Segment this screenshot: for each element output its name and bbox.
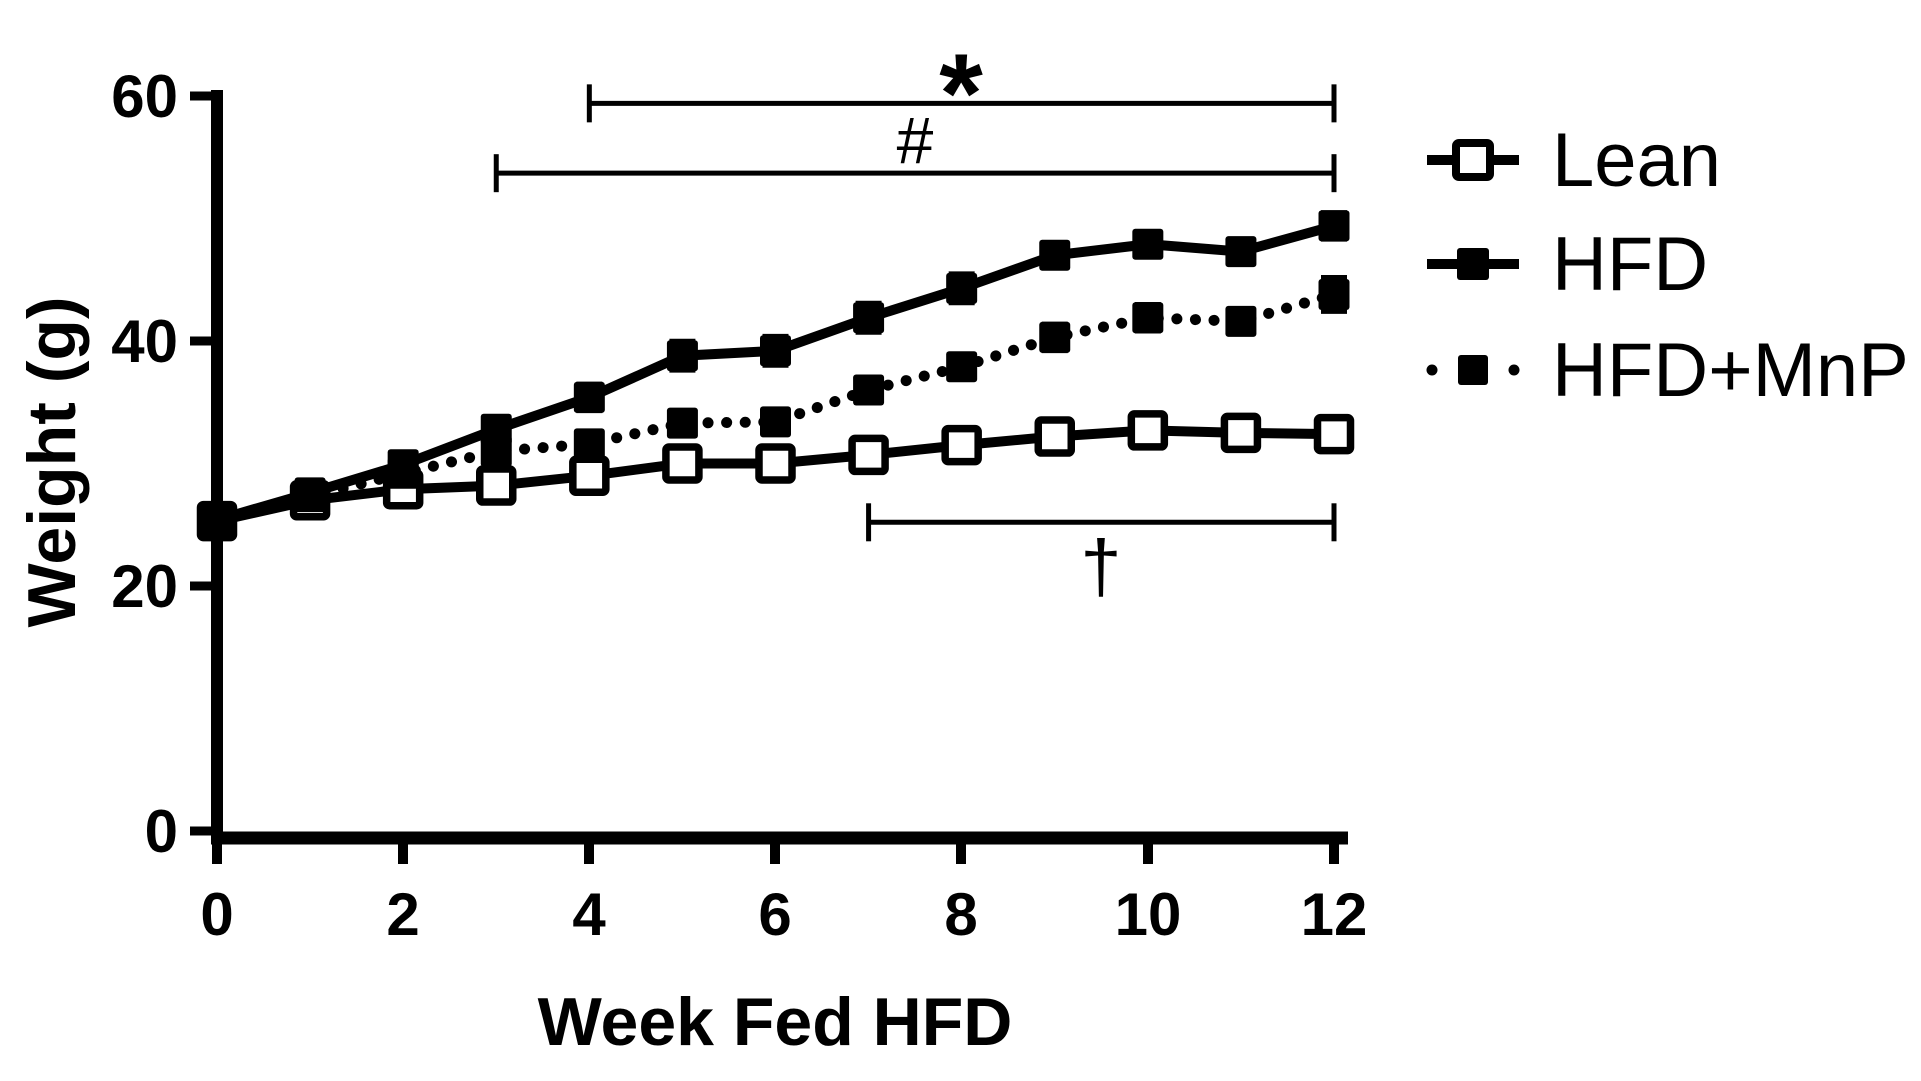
series-lean (196, 410, 1355, 542)
dotted-line-sample-dot (1426, 364, 1438, 376)
marker-filled-square (387, 457, 419, 489)
y-tick-label: 20 (111, 553, 178, 620)
significance-bracket (493, 154, 1337, 193)
filled-square-marker-icon (1457, 248, 1489, 280)
marker-filled-square (1039, 239, 1071, 271)
marker-filled-square (760, 335, 791, 367)
marker-filled-square (946, 272, 978, 304)
x-axis-title: Week Fed HFD (538, 984, 1013, 1060)
data-series (196, 210, 1355, 542)
y-axis: 0 20 40 60 (111, 63, 223, 865)
significance-symbol-dagger: † (1080, 525, 1121, 608)
significance-bracket (866, 503, 1337, 542)
legend-label-hfd: HFD (1552, 222, 1708, 307)
marker-open-square (1034, 416, 1075, 457)
open-square-marker-icon (1452, 139, 1494, 181)
y-tick-label: 40 (111, 308, 178, 375)
marker-open-square (755, 443, 796, 484)
marker-filled-square (1318, 278, 1350, 310)
marker-filled-square (853, 302, 885, 334)
series-hfd-mnp (201, 275, 1350, 537)
marker-filled-square (1225, 236, 1257, 268)
marker-filled-square (573, 428, 605, 460)
series-hfd (201, 210, 1350, 536)
x-tick-label: 4 (572, 881, 606, 948)
y-tick-label: 60 (111, 63, 178, 130)
marker-open-square (941, 424, 982, 466)
significance-bracket (586, 84, 1337, 123)
x-tick-label: 8 (944, 881, 977, 948)
marker-filled-square (573, 381, 605, 413)
marker-open-square (569, 455, 610, 496)
marker-open-square (1313, 413, 1355, 455)
significance-brackets (493, 84, 1337, 542)
significance-symbol-hash: # (897, 103, 934, 177)
marker-open-square (848, 434, 889, 476)
marker-filled-square (480, 435, 512, 467)
marker-filled-square (1225, 305, 1257, 337)
marker-filled-square (201, 505, 233, 537)
y-tick-label: 0 (145, 798, 178, 865)
x-axis: 0 2 4 6 8 10 12 (200, 831, 1368, 948)
marker-open-square (662, 443, 703, 484)
marker-open-square (1127, 410, 1169, 451)
marker-filled-square (760, 406, 791, 438)
legend-label-hfd-mnp: HFD+MnP (1552, 328, 1909, 413)
dotted-line-sample-dot (1508, 364, 1520, 376)
marker-filled-square (1132, 302, 1164, 334)
legend-item-lean: Lean (1427, 118, 1721, 203)
x-tick-label: 10 (1115, 881, 1182, 948)
x-tick-label: 6 (758, 881, 791, 948)
marker-filled-square (853, 374, 885, 406)
marker-filled-square (1318, 210, 1350, 242)
marker-filled-square (666, 340, 698, 372)
legend: Lean HFD HFD+MnP (1426, 118, 1909, 413)
marker-filled-square (946, 351, 978, 383)
legend-label-lean: Lean (1552, 118, 1721, 203)
legend-item-hfd-mnp: HFD+MnP (1426, 328, 1909, 413)
marker-open-square (1220, 412, 1262, 454)
x-tick-label: 2 (386, 881, 419, 948)
marker-filled-square (1039, 321, 1071, 353)
marker-filled-square (294, 481, 326, 513)
marker-open-square (476, 465, 517, 506)
x-tick-label: 0 (200, 881, 233, 948)
x-tick-label: 12 (1301, 881, 1368, 948)
marker-filled-square (1132, 228, 1164, 260)
y-axis-title: Weight (g) (14, 296, 90, 627)
marker-filled-square (666, 407, 698, 439)
significance-symbol-star: * (939, 31, 983, 156)
filled-square-marker-icon (1458, 355, 1488, 385)
legend-item-hfd: HFD (1427, 222, 1708, 307)
